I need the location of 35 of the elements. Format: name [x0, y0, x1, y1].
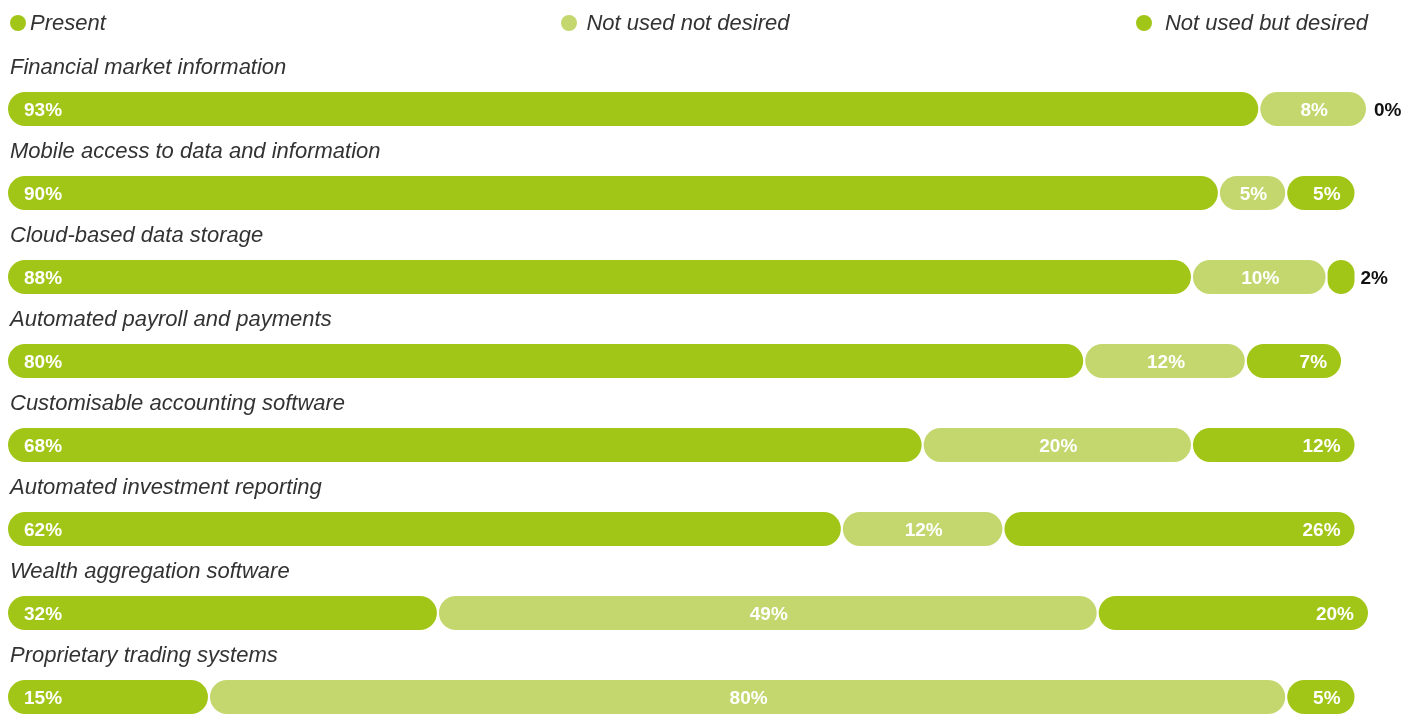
- data-label: 7%: [1299, 351, 1328, 372]
- data-label: 5%: [1313, 687, 1341, 708]
- data-label: 62%: [24, 519, 63, 540]
- legend-label: Not used not desired: [586, 10, 791, 35]
- data-label: 32%: [24, 603, 63, 624]
- data-label: 49%: [749, 603, 788, 624]
- data-label: 15%: [24, 687, 63, 708]
- data-label: 0%: [1374, 99, 1402, 120]
- data-label: 88%: [24, 267, 63, 288]
- y-tick-label: Automated payroll and payments: [8, 306, 332, 331]
- data-label: 5%: [1239, 183, 1268, 204]
- data-label: 68%: [24, 435, 63, 456]
- data-label: 20%: [1315, 603, 1355, 624]
- y-tick-label: Financial market information: [10, 54, 287, 79]
- data-label: 5%: [1313, 183, 1341, 204]
- data-label: 93%: [24, 99, 63, 120]
- data-label: 20%: [1039, 435, 1078, 456]
- data-label: 90%: [24, 183, 63, 204]
- y-tick-label: Automated investment reporting: [8, 474, 323, 499]
- legend-label: Not used but desired: [1164, 10, 1369, 35]
- data-label: 12%: [1147, 351, 1186, 372]
- legend-label: Present: [30, 10, 107, 35]
- data-label: 12%: [904, 519, 943, 540]
- data-label: 2%: [1360, 267, 1389, 288]
- y-tick-label: Wealth aggregation software: [10, 558, 290, 583]
- data-label: 80%: [24, 351, 63, 372]
- y-tick-label: Proprietary trading systems: [10, 642, 278, 667]
- data-label: 26%: [1302, 519, 1341, 540]
- data-label: 12%: [1302, 435, 1341, 456]
- data-label: 80%: [729, 687, 768, 708]
- data-label: 8%: [1300, 99, 1328, 120]
- y-tick-label: Cloud-based data storage: [10, 222, 264, 247]
- data-label: 10%: [1241, 267, 1280, 288]
- y-tick-label: Mobile access to data and information: [10, 138, 381, 163]
- y-tick-label: Customisable accounting software: [10, 390, 346, 415]
